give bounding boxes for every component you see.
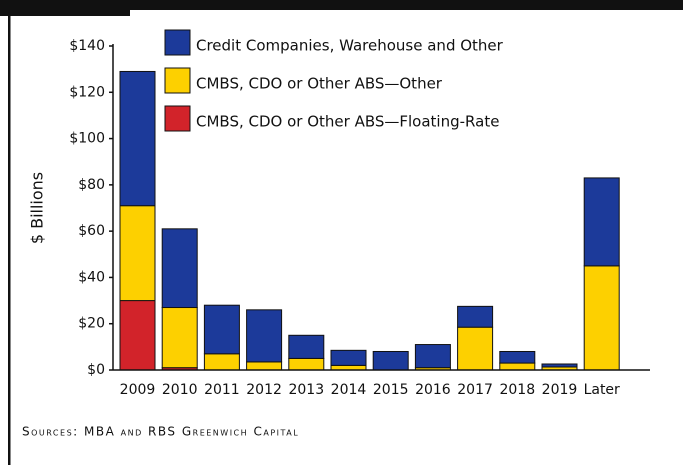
bar-segment [373, 351, 408, 370]
bar-segment [247, 362, 282, 370]
bar-segment [204, 354, 239, 370]
bar-segment [204, 305, 239, 354]
x-tick-label: 2016 [415, 382, 451, 398]
y-tick-label: $40 [78, 269, 105, 285]
legend-label: Credit Companies, Warehouse and Other [196, 37, 504, 55]
y-tick-label: $20 [78, 316, 105, 332]
y-tick-label: $0 [87, 362, 105, 378]
bar-segment [289, 335, 324, 358]
legend-label: CMBS, CDO or Other ABS—Floating-Rate [196, 113, 499, 131]
x-tick-label: 2014 [331, 382, 367, 398]
chart: $ Billions Sources: MBA and RBS Greenwic… [0, 0, 683, 465]
legend-label: CMBS, CDO or Other ABS—Other [196, 75, 443, 93]
bar-segment [458, 327, 493, 370]
bar-segment [247, 310, 282, 362]
x-tick-label: 2019 [542, 382, 578, 398]
left-border [8, 0, 11, 465]
legend-swatch [165, 68, 190, 93]
bar-segment [331, 350, 366, 365]
bar-segment [120, 301, 155, 370]
bar-segment [120, 71, 155, 205]
x-tick-label: 2009 [120, 382, 156, 398]
bar-segment [584, 266, 619, 370]
source: Sources: MBA and RBS Greenwich Capital [22, 425, 299, 439]
x-tick-label: 2010 [162, 382, 198, 398]
bar-segment [415, 345, 450, 368]
y-tick-label: $80 [78, 177, 105, 193]
x-tick-label: Later [584, 382, 620, 398]
y-tick-label: $140 [69, 38, 105, 54]
page: $ Billions Sources: MBA and RBS Greenwic… [0, 0, 683, 465]
x-tick-label: 2017 [457, 382, 493, 398]
x-tick-label: 2012 [246, 382, 282, 398]
x-tick-label: 2015 [373, 382, 409, 398]
bar-segment [289, 358, 324, 370]
bar-segment [120, 206, 155, 301]
y-tick-label: $60 [78, 223, 105, 239]
bar-segment [500, 351, 535, 363]
top-tab [0, 0, 130, 16]
legend-swatch [165, 30, 190, 55]
y-axis-label: $ Billions [28, 172, 47, 244]
y-tick-label: $100 [69, 131, 105, 147]
x-tick-label: 2011 [204, 382, 240, 398]
bar-segment [500, 363, 535, 370]
x-tick-label: 2013 [288, 382, 324, 398]
y-tick-label: $120 [69, 84, 105, 100]
bar-segment [458, 306, 493, 327]
legend-swatch [165, 106, 190, 131]
bar-segment [584, 178, 619, 266]
bar-segment [542, 364, 577, 367]
bar-segment [162, 308, 197, 368]
bar-segment [162, 229, 197, 308]
x-tick-label: 2018 [499, 382, 535, 398]
